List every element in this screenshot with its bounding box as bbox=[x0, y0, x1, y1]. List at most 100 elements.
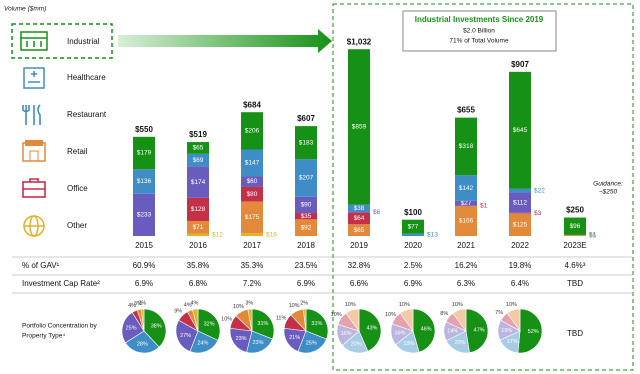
bar-segment bbox=[295, 213, 317, 220]
pie-label: 10% bbox=[506, 302, 517, 308]
pie-label: 23% bbox=[252, 340, 263, 346]
volume-label: Volume ($mm) bbox=[4, 6, 46, 13]
value-label: $77 bbox=[408, 223, 419, 230]
row-label: Investment Cap Rate² bbox=[22, 279, 100, 288]
value-label: $3 bbox=[534, 210, 542, 217]
bar-segment bbox=[509, 188, 531, 193]
bar-segment bbox=[241, 176, 263, 187]
table-cell: 6.9% bbox=[404, 279, 422, 288]
icon-office bbox=[22, 178, 46, 198]
pie-label: 11% bbox=[276, 316, 287, 322]
value-label: $125 bbox=[513, 221, 528, 228]
pie-label: 52% bbox=[528, 329, 539, 335]
table-cell: 7.2% bbox=[243, 279, 261, 288]
pie-label: 16% bbox=[394, 331, 405, 337]
value-label: $60 bbox=[247, 178, 258, 185]
value-label: $6 bbox=[373, 209, 381, 216]
pie-slice bbox=[305, 308, 329, 340]
table-cell: 6.3% bbox=[457, 279, 475, 288]
pie-slice bbox=[517, 308, 543, 354]
table-cell: 23.5% bbox=[295, 261, 318, 270]
table-cell: 60.9% bbox=[133, 261, 156, 270]
guidance: ~$250 bbox=[599, 189, 618, 196]
value-label: $5 bbox=[589, 232, 597, 239]
x-tick-label: 2021 bbox=[457, 241, 475, 250]
icon-restaurant bbox=[22, 104, 41, 125]
value-label: $65 bbox=[193, 145, 204, 152]
bar-segment bbox=[455, 200, 477, 206]
value-label: $128 bbox=[191, 206, 206, 213]
value-label: $206 bbox=[245, 128, 260, 135]
bar-segment bbox=[348, 224, 370, 236]
bar-segment bbox=[241, 186, 263, 202]
bar-segment bbox=[564, 235, 586, 236]
pie-label: 10% bbox=[233, 304, 244, 310]
total-label: $519 bbox=[189, 130, 207, 139]
pie-label: 32% bbox=[204, 321, 215, 327]
pie-label: 28% bbox=[137, 342, 148, 348]
bar-segment bbox=[241, 112, 263, 150]
guidance: Guidance: bbox=[593, 181, 623, 188]
pie-label: 10% bbox=[289, 303, 300, 309]
value-label: $27 bbox=[461, 200, 472, 207]
bar-segment bbox=[455, 205, 477, 236]
legend-label: Industrial bbox=[67, 37, 100, 46]
pie-label: 31% bbox=[311, 321, 322, 327]
value-label: $207 bbox=[299, 175, 314, 182]
table-cell: 35.3% bbox=[241, 261, 264, 270]
bar-segment bbox=[348, 211, 370, 213]
value-label: $65 bbox=[354, 227, 365, 234]
arrow bbox=[118, 29, 332, 53]
pie-row-label: Portfolio Concentration by bbox=[22, 323, 98, 330]
pie-label: 10% bbox=[221, 317, 232, 323]
pie-label: 25% bbox=[306, 341, 317, 347]
icon-retail bbox=[22, 140, 46, 162]
pie-label: 2% bbox=[138, 301, 146, 307]
value-label: $859 bbox=[352, 124, 367, 131]
value-label: $1 bbox=[589, 232, 597, 239]
pie-slice bbox=[189, 330, 219, 354]
icon-industrial bbox=[20, 31, 48, 51]
bar-segment bbox=[348, 49, 370, 205]
bar-segment bbox=[402, 233, 424, 236]
value-label: $136 bbox=[137, 178, 152, 185]
callout-title: Industrial Investments Since 2019 bbox=[415, 15, 544, 24]
bar-segment bbox=[295, 126, 317, 160]
pie-label: 10% bbox=[399, 302, 410, 308]
legend-label: Retail bbox=[67, 147, 88, 156]
value-label: $112 bbox=[513, 199, 527, 206]
value-label: $64 bbox=[354, 215, 365, 222]
value-label: $183 bbox=[299, 139, 314, 146]
bar-segment bbox=[348, 204, 370, 212]
pie-label: 10% bbox=[331, 312, 342, 318]
legend-label: Other bbox=[67, 221, 87, 230]
x-tick-label: 2018 bbox=[297, 241, 315, 250]
x-tick-label: 2017 bbox=[243, 241, 261, 250]
value-label: $92 bbox=[301, 224, 312, 231]
value-label: $147 bbox=[245, 160, 260, 167]
value-label: $35 bbox=[301, 213, 312, 220]
pie-slice bbox=[143, 308, 167, 348]
pie-label: 47% bbox=[474, 327, 485, 333]
bar-segment bbox=[509, 71, 531, 189]
table-cell: TBD bbox=[567, 279, 583, 288]
pie-label: 4% bbox=[191, 301, 199, 307]
value-label: $80 bbox=[247, 191, 258, 198]
value-label: $38 bbox=[354, 205, 365, 212]
icon-healthcare bbox=[23, 67, 45, 89]
pie-label: 24% bbox=[197, 341, 208, 347]
bar-segment bbox=[509, 212, 531, 214]
highlight-box bbox=[332, 3, 634, 371]
bar-segment bbox=[348, 212, 370, 225]
value-label: $166 bbox=[459, 218, 474, 225]
table-cell: 4.6%³ bbox=[565, 261, 586, 270]
pie-label: 16% bbox=[341, 331, 352, 337]
total-label: $607 bbox=[297, 114, 315, 123]
legend-label: Healthcare bbox=[67, 73, 106, 82]
total-label: $250 bbox=[566, 206, 584, 215]
bar-segment bbox=[187, 142, 209, 154]
pie-slice bbox=[302, 308, 307, 332]
total-label: $655 bbox=[457, 106, 475, 115]
value-label: $318 bbox=[459, 143, 474, 150]
